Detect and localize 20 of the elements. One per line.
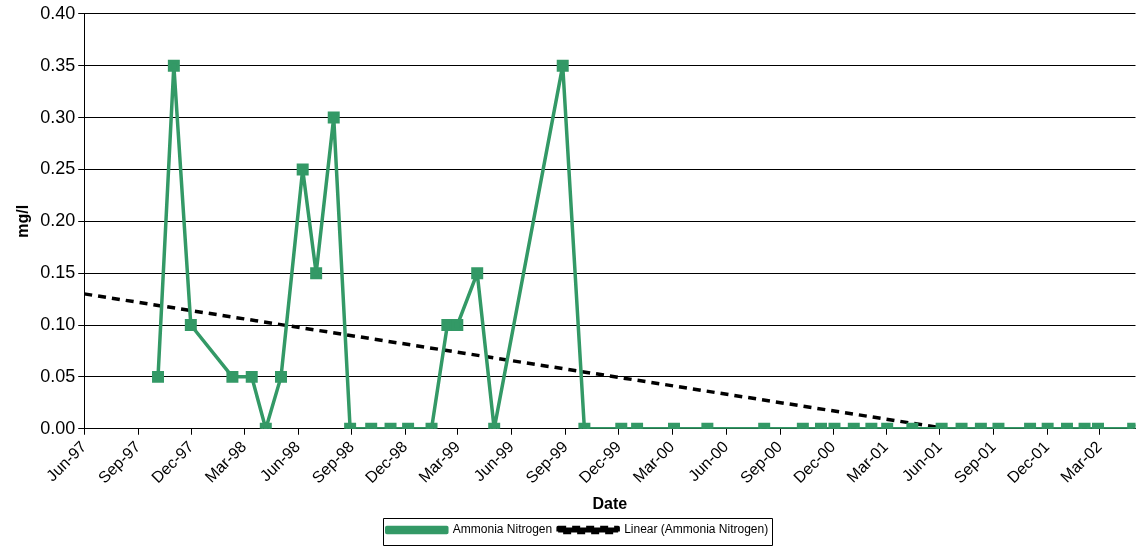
y-tick-label: 0.40 [40,2,76,23]
x-axis-title: Date [592,494,628,512]
point [184,319,197,331]
legend-label: Linear (Ammonia Nitrogen) [624,522,769,537]
point [471,267,484,280]
point [310,267,323,280]
y-tick-label: 0.15 [40,262,76,283]
point [296,163,309,176]
y-tick-label: 0.35 [40,54,76,75]
y-tick-label: 0.00 [40,417,76,438]
point [556,59,569,72]
y-tick-label: 0.20 [40,210,76,231]
y-tick-label: 0.10 [40,313,76,334]
point [327,111,340,124]
y-tick-label: 0.25 [40,158,76,179]
y-tick-label: 0.30 [40,106,76,127]
legend-label: Ammonia Nitrogen [452,522,553,537]
y-tick-label: 0.05 [40,365,76,386]
point [167,59,180,72]
y-axis-title: mg/l [14,204,32,238]
